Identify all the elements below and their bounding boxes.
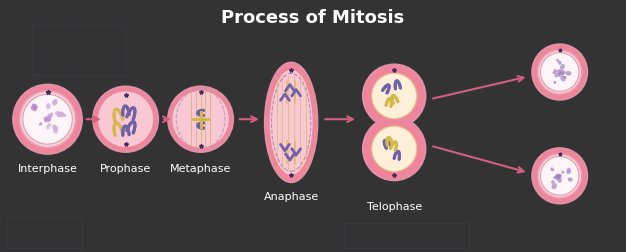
Ellipse shape (48, 123, 51, 127)
Ellipse shape (45, 118, 51, 122)
Ellipse shape (552, 72, 556, 75)
Bar (344, 223, 469, 248)
Ellipse shape (98, 92, 153, 147)
Ellipse shape (363, 65, 426, 128)
Ellipse shape (31, 106, 37, 112)
Ellipse shape (23, 95, 72, 145)
Ellipse shape (46, 125, 49, 130)
Ellipse shape (557, 70, 562, 75)
Ellipse shape (363, 118, 426, 180)
Ellipse shape (172, 91, 229, 148)
Ellipse shape (555, 73, 560, 78)
Ellipse shape (552, 183, 557, 190)
Ellipse shape (558, 74, 561, 78)
Ellipse shape (568, 178, 573, 182)
Ellipse shape (13, 85, 82, 154)
Ellipse shape (46, 104, 51, 110)
Ellipse shape (93, 87, 158, 152)
Text: Interphase: Interphase (18, 164, 78, 174)
Ellipse shape (32, 104, 38, 110)
Text: Anaphase: Anaphase (264, 191, 319, 201)
Ellipse shape (557, 59, 559, 63)
Ellipse shape (39, 123, 43, 126)
Bar (7, 217, 82, 248)
Ellipse shape (567, 168, 570, 172)
Ellipse shape (56, 112, 64, 118)
Ellipse shape (560, 73, 564, 76)
Text: Metaphase: Metaphase (170, 164, 231, 174)
Ellipse shape (567, 170, 571, 174)
Ellipse shape (553, 81, 556, 85)
Ellipse shape (53, 129, 58, 134)
Ellipse shape (550, 168, 554, 172)
Text: Process of Mitosis: Process of Mitosis (222, 9, 404, 27)
Ellipse shape (62, 114, 66, 118)
Ellipse shape (49, 113, 53, 118)
Ellipse shape (19, 91, 76, 148)
Bar (32, 26, 126, 76)
Ellipse shape (556, 174, 562, 179)
Ellipse shape (270, 71, 312, 175)
Text: Telophase: Telophase (367, 201, 422, 211)
Ellipse shape (53, 125, 58, 131)
Ellipse shape (168, 87, 233, 152)
Ellipse shape (555, 176, 560, 181)
Text: Prophase: Prophase (100, 164, 151, 174)
Ellipse shape (563, 77, 567, 80)
Ellipse shape (558, 177, 562, 183)
Ellipse shape (555, 174, 560, 178)
Ellipse shape (372, 74, 417, 119)
Ellipse shape (558, 61, 562, 66)
Ellipse shape (44, 118, 49, 123)
Ellipse shape (265, 63, 317, 182)
Ellipse shape (44, 117, 51, 122)
Ellipse shape (555, 176, 558, 178)
Ellipse shape (562, 171, 564, 174)
Ellipse shape (540, 53, 579, 92)
Ellipse shape (551, 180, 555, 184)
Ellipse shape (560, 65, 565, 71)
Ellipse shape (538, 51, 582, 95)
Ellipse shape (55, 111, 59, 115)
Ellipse shape (565, 72, 572, 76)
Ellipse shape (538, 154, 582, 198)
Ellipse shape (532, 45, 587, 100)
Ellipse shape (532, 149, 587, 204)
Ellipse shape (560, 76, 565, 82)
Ellipse shape (558, 175, 561, 178)
Ellipse shape (52, 100, 58, 106)
Ellipse shape (47, 114, 51, 119)
Ellipse shape (559, 70, 566, 75)
Ellipse shape (372, 127, 417, 172)
Ellipse shape (49, 116, 53, 119)
Ellipse shape (553, 176, 557, 179)
Ellipse shape (540, 157, 579, 195)
Ellipse shape (553, 70, 557, 73)
